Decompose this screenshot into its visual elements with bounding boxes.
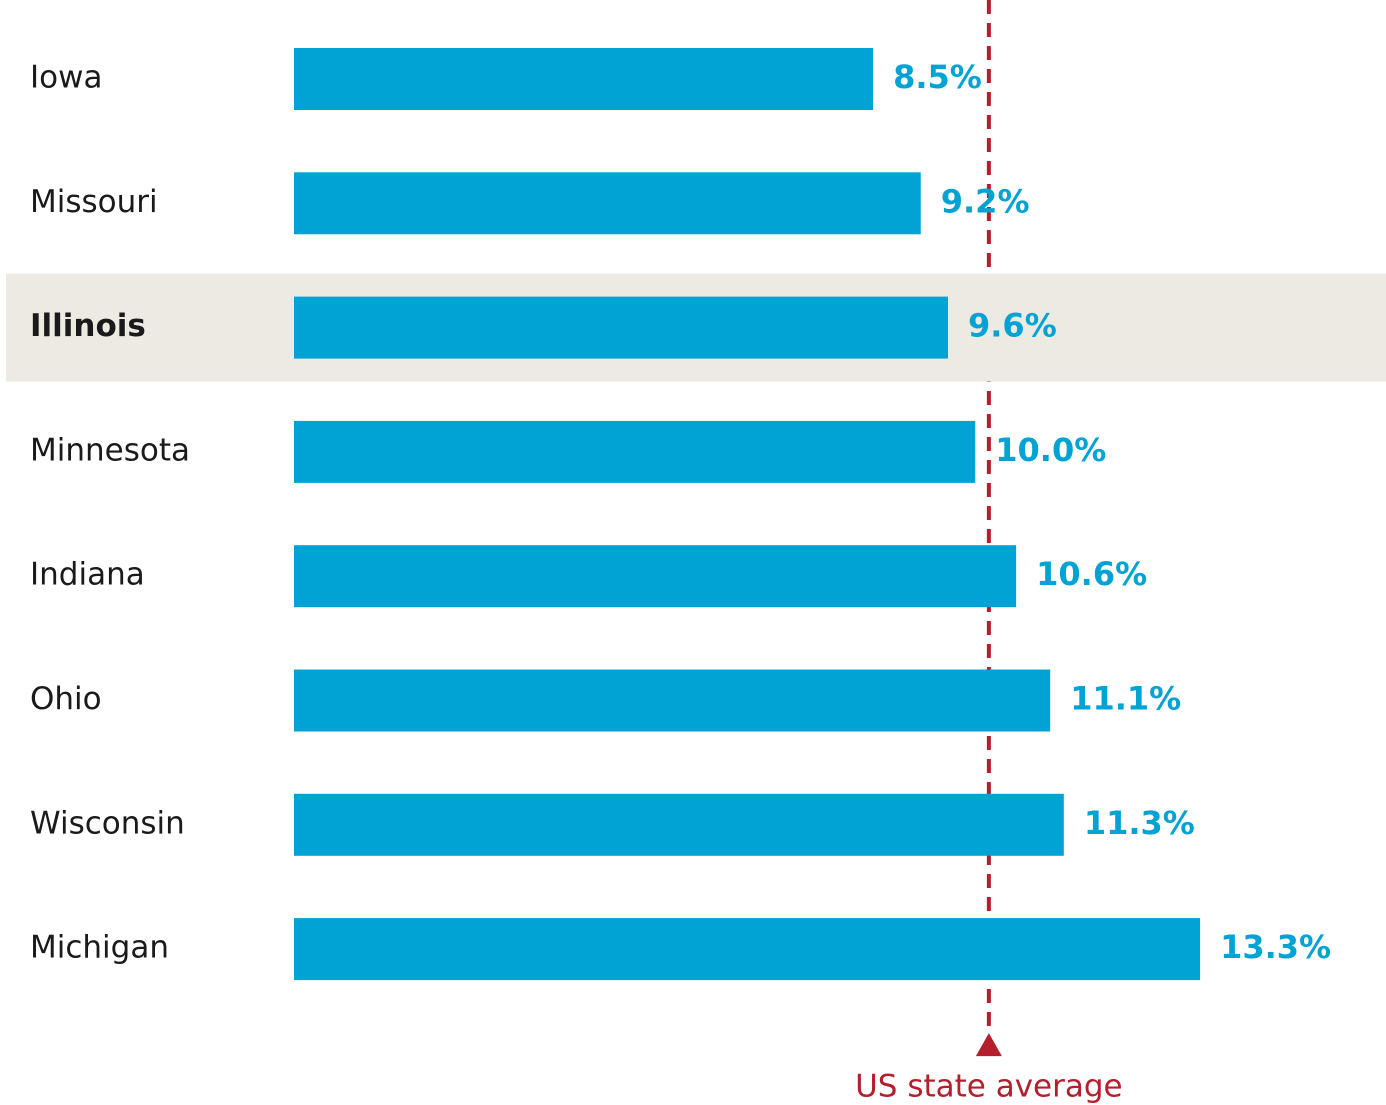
- bar: [294, 793, 1064, 856]
- category-label: Missouri: [30, 184, 158, 220]
- value-label: 8.5%: [893, 58, 982, 96]
- category-label: Indiana: [30, 557, 145, 593]
- value-label: 10.6%: [1036, 555, 1147, 593]
- category-label: Wisconsin: [30, 805, 185, 841]
- value-label: 11.1%: [1070, 680, 1181, 718]
- category-label: Michigan: [30, 930, 169, 966]
- reference-marker: [975, 1033, 1002, 1057]
- bar: [294, 296, 948, 359]
- bar: [294, 918, 1201, 981]
- bar: [294, 172, 921, 235]
- category-label: Iowa: [30, 60, 102, 96]
- category-label: Ohio: [30, 681, 102, 717]
- bar: [294, 545, 1017, 608]
- value-label: 10.0%: [995, 431, 1106, 469]
- category-label: Minnesota: [30, 432, 190, 468]
- category-label: Illinois: [30, 308, 146, 344]
- bar: [294, 669, 1051, 732]
- value-label: 13.3%: [1220, 928, 1331, 966]
- bar: [294, 48, 874, 110]
- reference-label: US state average: [855, 1069, 1123, 1105]
- value-label: 11.3%: [1084, 804, 1195, 842]
- value-label: 9.2%: [941, 182, 1030, 220]
- value-label: 9.6%: [968, 307, 1057, 345]
- bar: [294, 420, 976, 483]
